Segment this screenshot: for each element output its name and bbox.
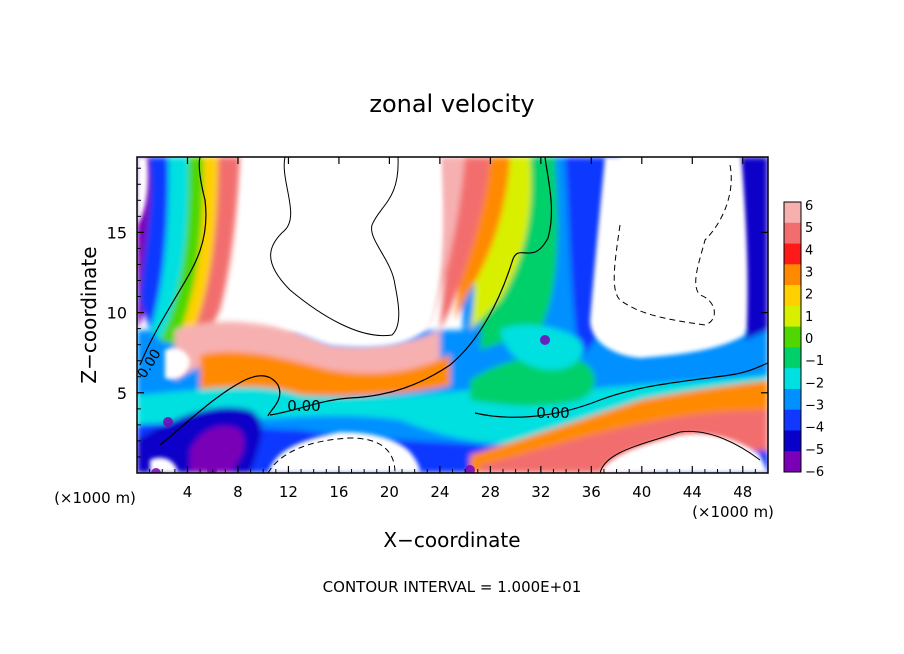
colorbar-swatch [784, 243, 801, 265]
colorbar-swatch [784, 222, 801, 245]
colorbar-swatch [784, 347, 801, 369]
colorbar-label: −4 [805, 421, 824, 436]
x-tick-label: 40 [632, 483, 651, 501]
field-band [440, 157, 490, 330]
white-region [600, 433, 768, 473]
field-speck [163, 417, 173, 427]
colorbar-swatch [784, 305, 801, 328]
x-tick-label: 8 [233, 483, 243, 501]
colorbar-swatch [784, 388, 801, 411]
colorbar-frame [783, 201, 802, 473]
colorbar-swatch [784, 202, 801, 224]
plot-area: 0.00 0.00 0.00 [137, 157, 768, 473]
field-band [470, 356, 595, 406]
x-unit-left: (×1000 m) [54, 489, 136, 507]
chart-title: zonal velocity [369, 90, 534, 118]
field-band [500, 324, 584, 370]
x-tick-label: 12 [279, 483, 298, 501]
field-band [140, 157, 177, 330]
field-shading [137, 157, 768, 473]
colorbar-swatch [784, 326, 801, 348]
white-region [268, 432, 420, 473]
x-tick-label: 32 [531, 483, 550, 501]
dashed-contour-bottom [267, 437, 396, 473]
field-band [150, 157, 194, 340]
colorbar-label: 2 [805, 288, 813, 303]
contour-lines [139, 157, 768, 473]
x-tick-label: 16 [329, 483, 348, 501]
colorbar-label: 0 [805, 332, 813, 347]
field-speck [207, 465, 217, 473]
field-band [740, 157, 768, 340]
field-speck [151, 468, 161, 473]
colorbar: 6 5 4 3 2 1 0 −1 −2 −3 −4 −5 −6 [783, 199, 824, 480]
x-tick-label: 20 [380, 483, 399, 501]
contour-interval-footer: CONTOUR INTERVAL = 1.000E+01 [323, 578, 582, 596]
colorbar-label: 4 [805, 243, 813, 258]
colorbar-label: −1 [805, 354, 824, 369]
x-tick-label: 24 [430, 483, 449, 501]
field-band [175, 157, 223, 345]
colorbar-label: 3 [805, 266, 813, 281]
x-axis: 4 8 12 16 20 24 28 32 36 40 44 48 [149, 157, 756, 501]
colorbar-swatch [784, 368, 801, 390]
x-tick-label: 36 [582, 483, 601, 501]
colorbar-label: 1 [805, 310, 813, 325]
field-speck [465, 465, 475, 473]
zero-contour-left [139, 157, 207, 366]
dashed-contour-right [613, 164, 732, 326]
x-tick-label: 44 [683, 483, 702, 501]
y-tick-label: 15 [107, 223, 127, 242]
colorbar-swatch [784, 451, 801, 473]
y-axis: 5 10 15 [107, 167, 768, 458]
x-tick-label: 28 [481, 483, 500, 501]
colorbar-label: −3 [805, 399, 824, 414]
field-speck [540, 335, 550, 345]
colorbar-label: 6 [805, 199, 813, 214]
colorbar-swatch [784, 285, 801, 307]
white-region [241, 157, 444, 347]
contour-bottom-right [599, 430, 761, 473]
white-regions [137, 157, 768, 473]
field-band [190, 426, 245, 473]
colorbar-swatch [784, 430, 801, 452]
x-axis-label: X−coordinate [383, 528, 520, 552]
field-band [200, 351, 450, 397]
contour-label: 0.00 [287, 397, 320, 415]
y-tick-label: 10 [107, 304, 127, 323]
colorbar-label: 5 [805, 221, 813, 236]
y-axis-label: Z−coordinate [77, 246, 101, 383]
zero-contour-lower [159, 375, 281, 446]
x-unit-right: (×1000 m) [692, 503, 774, 521]
white-region [137, 157, 148, 225]
field-band [175, 321, 440, 380]
velocity-field [137, 157, 768, 473]
colorbar-label: −6 [805, 465, 824, 480]
y-tick-label: 5 [117, 384, 127, 403]
zero-contour-main [269, 157, 553, 416]
white-region [590, 157, 747, 358]
colorbar-label: −2 [805, 376, 824, 391]
zero-contour-right [474, 362, 768, 418]
field-band [188, 157, 240, 350]
negative-contour-upper [270, 157, 400, 337]
white-region [165, 348, 190, 380]
colorbar-swatch [784, 409, 801, 431]
x-tick-label: 48 [733, 483, 752, 501]
contour-label: 0.00 [536, 404, 569, 422]
colorbar-label: −5 [805, 443, 824, 458]
colorbar-swatch [784, 264, 801, 286]
field-speck [225, 450, 235, 460]
x-tick-label: 4 [183, 483, 193, 501]
